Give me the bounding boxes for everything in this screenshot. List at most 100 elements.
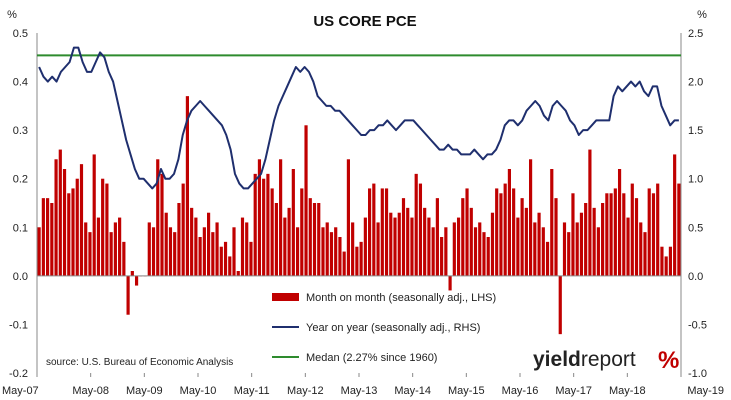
bar-month-on-month — [105, 183, 109, 276]
month-on-month-bars — [37, 96, 681, 335]
bar-month-on-month — [181, 183, 185, 276]
right-axis-unit: % — [697, 9, 707, 21]
bar-month-on-month — [588, 149, 592, 276]
yieldreport-logo: yieldreport % — [533, 347, 679, 374]
bar-month-on-month — [321, 227, 325, 276]
bar-month-on-month — [613, 188, 617, 276]
bar-month-on-month — [207, 212, 211, 276]
bar-month-on-month — [253, 173, 257, 276]
left-tick-label: 0.3 — [13, 125, 28, 137]
bar-month-on-month — [198, 237, 202, 276]
bar-month-on-month — [550, 169, 554, 276]
bar-month-on-month — [440, 237, 444, 276]
bar-month-on-month — [677, 183, 681, 276]
bar-month-on-month — [554, 198, 558, 276]
bar-month-on-month — [266, 173, 270, 276]
bar-month-on-month — [406, 207, 410, 276]
bar-month-on-month — [541, 227, 545, 276]
bar-month-on-month — [71, 188, 75, 276]
bar-month-on-month — [507, 169, 511, 276]
bar-month-on-month — [452, 222, 456, 276]
bar-month-on-month — [304, 125, 308, 276]
chart-title: US CORE PCE — [313, 13, 416, 30]
bar-month-on-month — [634, 198, 639, 276]
left-tick-label: 0.1 — [13, 222, 28, 234]
bar-month-on-month — [478, 222, 482, 276]
bar-month-on-month — [151, 227, 156, 276]
left-tick-label: -0.1 — [9, 319, 28, 331]
bar-month-on-month — [520, 198, 524, 276]
bar-month-on-month — [50, 203, 54, 276]
bar-month-on-month — [202, 227, 206, 276]
bar-month-on-month — [46, 198, 50, 276]
bar-month-on-month — [545, 241, 550, 276]
bar-month-on-month — [596, 227, 600, 276]
bar-month-on-month — [444, 227, 448, 276]
bar-month-on-month — [300, 188, 304, 276]
bar-month-on-month — [571, 193, 575, 276]
bar-month-on-month — [287, 207, 291, 276]
bar-month-on-month — [338, 237, 342, 276]
bar-month-on-month — [109, 232, 113, 276]
bar-month-on-month — [232, 227, 236, 276]
bar-month-on-month — [58, 149, 62, 276]
bar-month-on-month — [617, 169, 622, 276]
bar-month-on-month — [435, 198, 439, 276]
bar-month-on-month — [88, 232, 92, 276]
legend: Month on month (seasonally adj., LHS) Ye… — [272, 292, 496, 364]
bar-month-on-month — [355, 246, 359, 276]
bar-month-on-month — [499, 193, 503, 276]
x-tick-label: May-10 — [180, 385, 217, 397]
source-note: source: U.S. Bureau of Economic Analysis — [46, 357, 233, 368]
x-tick-label: May-12 — [287, 385, 324, 397]
bar-month-on-month — [283, 217, 287, 276]
bar-month-on-month — [482, 232, 486, 276]
right-tick-label: -0.5 — [688, 319, 707, 331]
right-tick-label: 1.5 — [688, 125, 703, 137]
bar-month-on-month — [465, 188, 469, 276]
bar-month-on-month — [325, 222, 329, 276]
x-tick-label: May-09 — [126, 385, 163, 397]
bar-month-on-month — [664, 256, 668, 276]
bar-month-on-month — [397, 212, 401, 276]
logo-percent-sign: % — [658, 347, 679, 374]
right-tick-label: 0.5 — [688, 222, 703, 234]
bar-month-on-month — [389, 212, 393, 276]
x-tick-label: May-16 — [502, 385, 539, 397]
bar-month-on-month — [524, 207, 528, 276]
bar-month-on-month — [516, 217, 520, 276]
bar-month-on-month — [673, 154, 677, 276]
bar-month-on-month — [537, 212, 541, 276]
bar-month-on-month — [101, 178, 105, 276]
bar-month-on-month — [41, 198, 45, 276]
x-tick-label: May-19 — [687, 385, 724, 397]
bar-month-on-month — [575, 222, 579, 276]
right-tick-label: 1.0 — [688, 174, 703, 186]
bar-month-on-month — [431, 227, 435, 276]
bar-month-on-month — [173, 232, 177, 276]
bar-month-on-month — [177, 203, 181, 276]
bar-month-on-month — [164, 212, 168, 276]
right-tick-label: 2.0 — [688, 77, 703, 89]
bar-month-on-month — [126, 275, 130, 315]
legend-swatch-month-on-month — [272, 293, 299, 301]
tick-labels: 0.5 0.4 0.3 0.2 0.1 0.0 -0.1 -0.2 2.5 2.0 1.5 1.0 0.… — [2, 28, 724, 397]
bar-month-on-month — [118, 217, 122, 276]
x-tick-label: May-13 — [341, 385, 378, 397]
bar-month-on-month — [567, 232, 571, 276]
bar-month-on-month — [558, 275, 562, 335]
bar-month-on-month — [308, 198, 312, 276]
bar-month-on-month — [668, 246, 672, 276]
bar-month-on-month — [601, 203, 605, 276]
bar-month-on-month — [351, 222, 355, 276]
right-tick-label: 0.0 — [688, 271, 703, 283]
legend-label-year-on-year: Year on year (seasonally adj., RHS) — [306, 322, 480, 334]
bar-month-on-month — [372, 183, 376, 276]
bar-month-on-month — [461, 198, 465, 276]
bar-month-on-month — [92, 154, 96, 276]
x-tick-label: May-08 — [72, 385, 109, 397]
bar-month-on-month — [359, 241, 363, 276]
bar-month-on-month — [423, 207, 427, 276]
bar-month-on-month — [456, 217, 461, 276]
left-tick-label: 0.0 — [13, 271, 28, 283]
